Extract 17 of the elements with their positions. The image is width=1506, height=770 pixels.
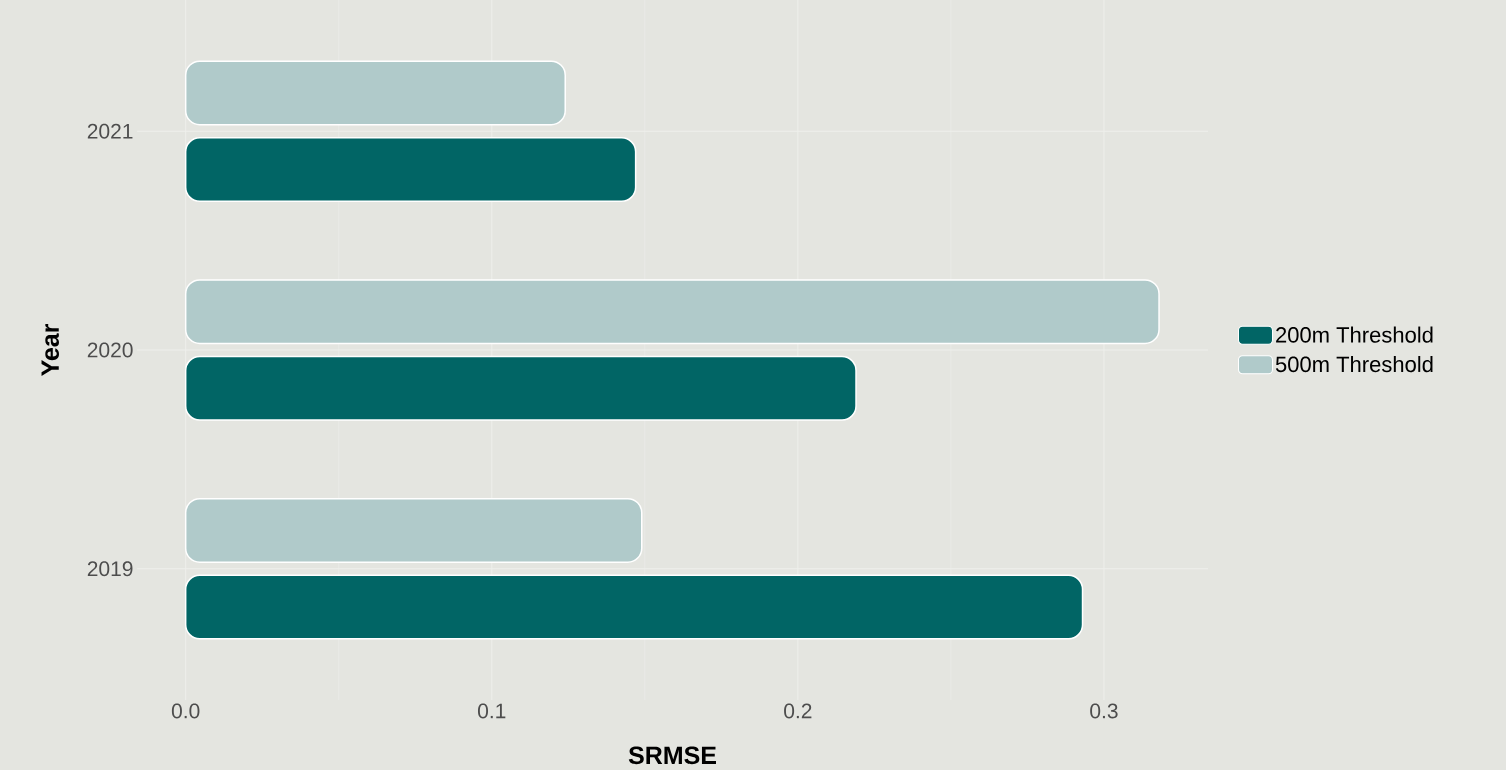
x-tick-label: 0.2 <box>784 703 812 719</box>
y-tick-label: 2020 <box>87 342 133 358</box>
legend-label: 500m Threshold <box>1275 355 1433 373</box>
bar <box>184 574 1084 640</box>
bar <box>184 497 643 563</box>
y-axis-title: Year <box>41 323 59 376</box>
x-tick-label: 0.3 <box>1090 703 1118 719</box>
legend-label: 200m Threshold <box>1276 326 1433 343</box>
y-tick-label: 2021 <box>87 123 133 139</box>
bar <box>184 355 857 421</box>
bar <box>184 60 566 126</box>
bar <box>184 279 1160 345</box>
y-tick-label: 2019 <box>87 561 133 577</box>
x-tick-label: 0.0 <box>171 703 200 719</box>
bar <box>184 137 637 202</box>
x-tick-label: 0.1 <box>477 703 506 719</box>
x-axis-title: SRMSE <box>628 746 716 765</box>
